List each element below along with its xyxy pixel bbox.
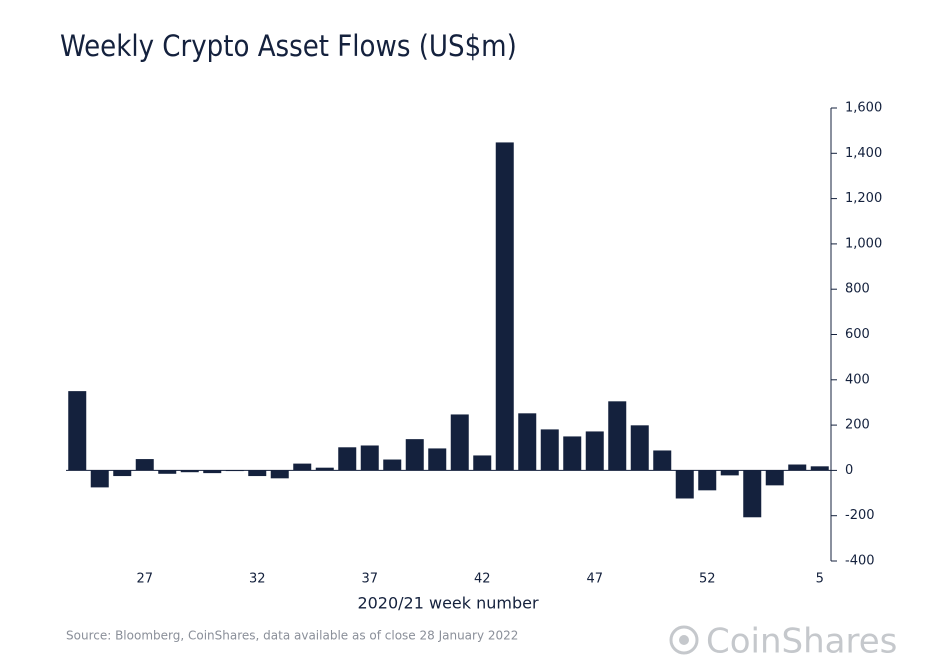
y-tick-label: -200 <box>845 508 875 523</box>
y-tick-label: 0 <box>845 463 853 478</box>
bar <box>653 450 672 471</box>
bar <box>293 463 312 471</box>
y-tick-label: 800 <box>845 282 870 297</box>
bar <box>473 455 492 471</box>
source-note: Source: Bloomberg, CoinShares, data avai… <box>66 629 518 643</box>
bar <box>608 401 627 471</box>
bar <box>675 470 694 499</box>
bar <box>810 466 829 471</box>
bar <box>113 470 132 477</box>
x-tick-label: 42 <box>474 572 491 587</box>
x-tick-label: 47 <box>586 572 603 587</box>
y-tick-label: 1,000 <box>845 236 882 251</box>
bar <box>450 414 469 471</box>
x-axis-label: 2020/21 week number <box>357 594 539 613</box>
y-tick-label: 200 <box>845 418 870 433</box>
bar <box>495 142 514 471</box>
bar <box>428 448 447 471</box>
bar <box>540 429 559 471</box>
y-tick-label: -400 <box>845 554 875 569</box>
bar <box>743 470 762 518</box>
bar <box>720 470 739 476</box>
logo-icon-dot <box>679 635 689 645</box>
bar <box>68 391 87 471</box>
bar <box>630 425 649 471</box>
bar <box>203 470 222 474</box>
bar <box>698 470 717 491</box>
brand-name: CoinShares <box>706 622 897 662</box>
bar <box>248 470 267 477</box>
bar <box>585 431 604 471</box>
bar <box>765 470 784 486</box>
x-tick-label: 5 <box>816 572 824 587</box>
logo-icon <box>669 625 699 655</box>
x-tick-label: 27 <box>136 572 153 587</box>
x-tick-label: 32 <box>249 572 266 587</box>
bar <box>518 413 537 471</box>
bar <box>405 439 424 471</box>
brand-logo: CoinShares <box>669 622 897 662</box>
chart-title: Weekly Crypto Asset Flows (US$m) <box>60 29 517 63</box>
x-tick-label: 52 <box>699 572 716 587</box>
y-tick-label: 400 <box>845 372 870 387</box>
bar <box>90 470 109 488</box>
bar <box>563 436 582 471</box>
bar <box>135 459 154 471</box>
bar <box>158 470 177 474</box>
bar <box>360 445 379 471</box>
bar <box>315 467 334 471</box>
bar <box>270 470 289 479</box>
x-tick-label: 37 <box>361 572 378 587</box>
y-tick-label: 1,600 <box>845 101 882 116</box>
bar <box>180 470 199 473</box>
y-tick-label: 1,400 <box>845 146 882 161</box>
bar <box>383 459 402 471</box>
bar <box>788 464 807 471</box>
bar <box>338 447 357 471</box>
y-tick-label: 600 <box>845 327 870 342</box>
y-tick-label: 1,200 <box>845 191 882 206</box>
